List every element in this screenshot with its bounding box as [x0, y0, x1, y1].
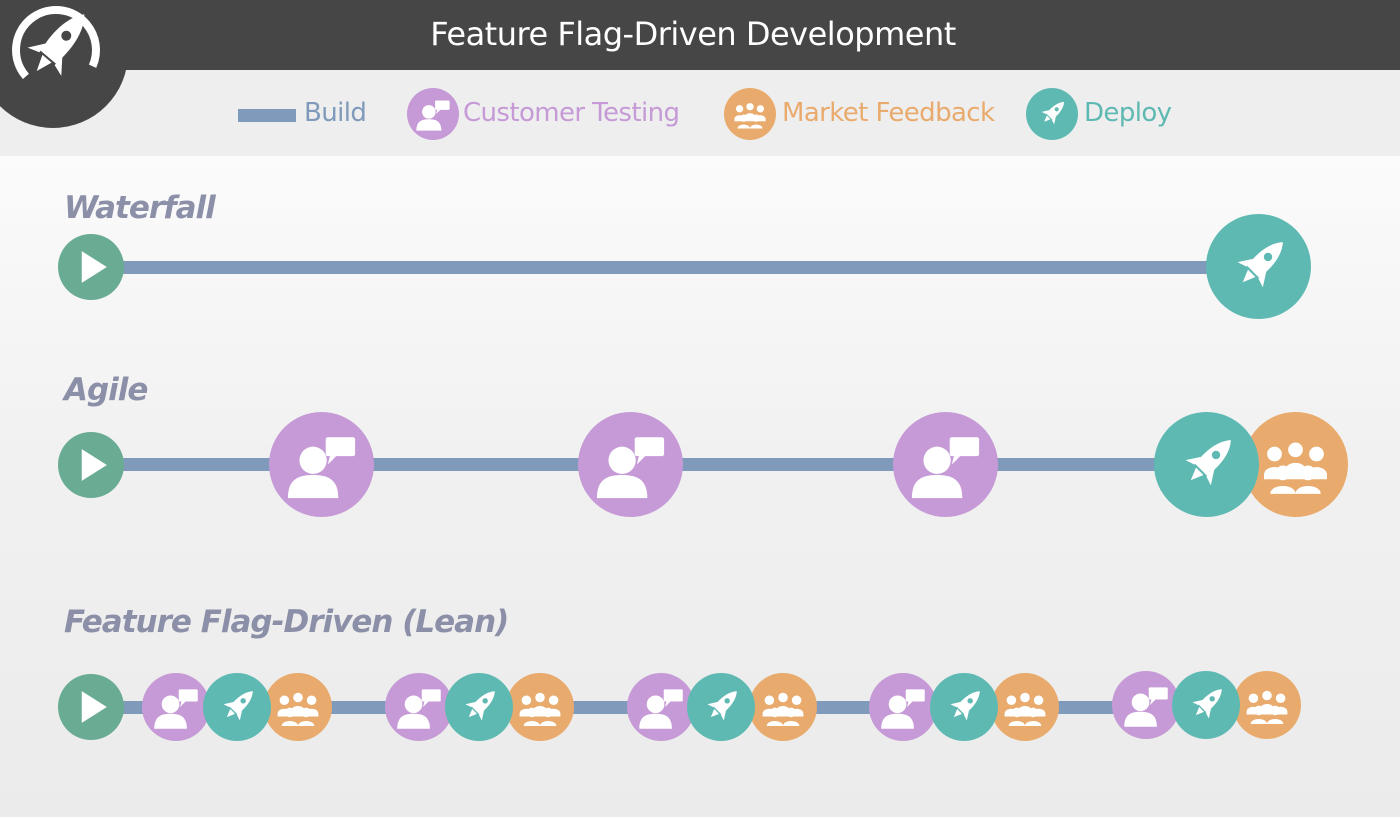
- row-title-lean: Feature Flag-Driven (Lean): [64, 604, 509, 640]
- build-track-waterfall: [90, 261, 1260, 274]
- customer-chat-icon: [269, 412, 374, 517]
- customer-chat-icon: [142, 673, 210, 741]
- legend-build-label: Build: [304, 98, 367, 128]
- legend-build: Build: [238, 88, 368, 140]
- crowd-icon: [264, 673, 332, 741]
- legend-market-feedback: Market Feedback: [724, 88, 995, 140]
- rocket-icon: [930, 673, 998, 741]
- header-bar: Feature Flag-Driven Development: [0, 0, 1400, 70]
- customer-chat-icon: [893, 412, 998, 517]
- row-title-agile: Agile: [64, 372, 148, 408]
- rocket-logo-icon: [0, 0, 128, 128]
- customer-chat-icon: [869, 673, 937, 741]
- crowd-icon: [1233, 671, 1301, 739]
- start-play-icon: [58, 432, 124, 498]
- rocket-icon: [1154, 412, 1259, 517]
- start-play-icon: [58, 674, 124, 740]
- page-title: Feature Flag-Driven Development: [430, 15, 956, 53]
- legend-customer-testing: Customer Testing: [407, 88, 680, 140]
- rocket-icon: [1172, 671, 1240, 739]
- customer-chat-icon: [1112, 671, 1180, 739]
- legend-market-feedback-label: Market Feedback: [782, 98, 995, 128]
- crowd-icon: [991, 673, 1059, 741]
- customer-chat-icon: [578, 412, 683, 517]
- rocket-icon: [1026, 88, 1078, 140]
- crowd-icon: [1243, 412, 1348, 517]
- legend-customer-testing-label: Customer Testing: [463, 98, 680, 128]
- rocket-icon: [203, 673, 271, 741]
- build-line-swatch: [238, 109, 296, 122]
- rocket-icon: [445, 673, 513, 741]
- customer-chat-icon: [627, 673, 695, 741]
- legend-deploy-label: Deploy: [1084, 98, 1172, 128]
- legend-band: [0, 70, 1400, 156]
- row-title-waterfall: Waterfall: [64, 190, 216, 226]
- start-play-icon: [58, 234, 124, 300]
- crowd-icon: [749, 673, 817, 741]
- customer-chat-icon: [407, 88, 459, 140]
- legend-deploy: Deploy: [1026, 88, 1186, 140]
- rocket-icon: [687, 673, 755, 741]
- crowd-icon: [506, 673, 574, 741]
- customer-chat-icon: [385, 673, 453, 741]
- crowd-icon: [724, 88, 776, 140]
- rocket-icon: [1206, 214, 1311, 319]
